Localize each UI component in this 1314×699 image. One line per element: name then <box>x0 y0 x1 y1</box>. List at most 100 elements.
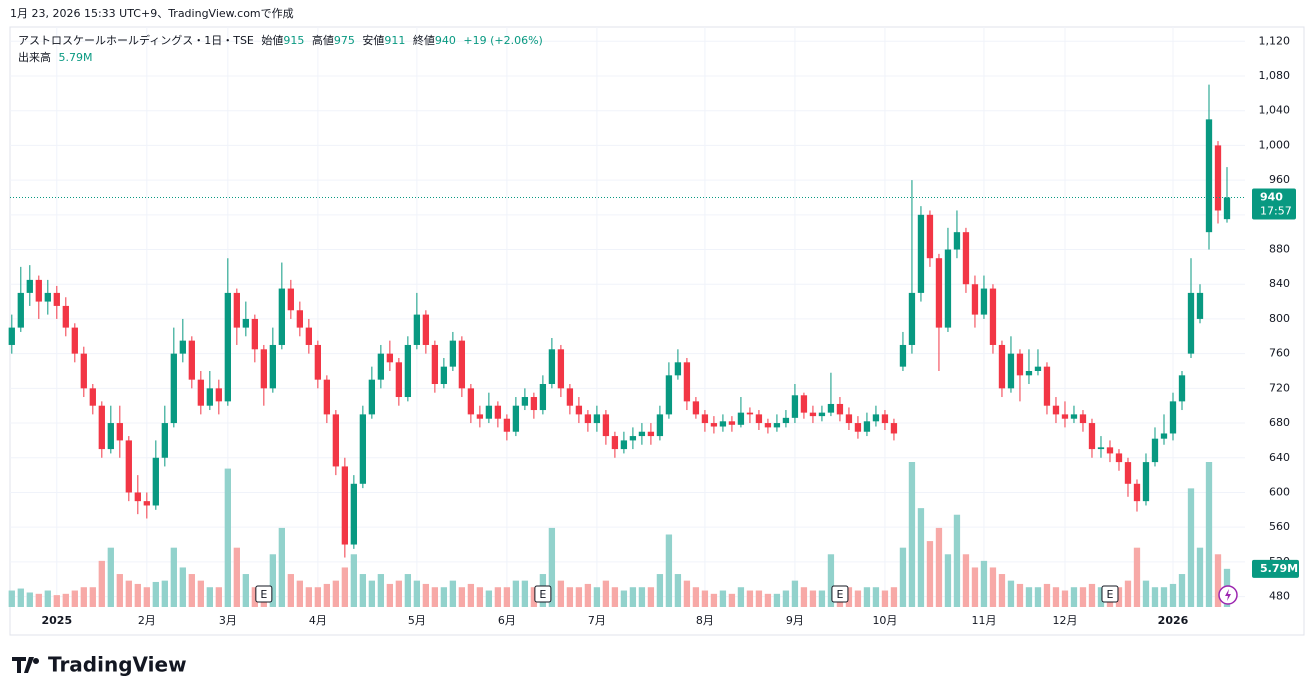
y-tick-label: 760 <box>1269 347 1290 360</box>
candle-body <box>233 292 240 328</box>
candle-body <box>1088 423 1096 450</box>
y-tick-label: 1,040 <box>1259 104 1291 117</box>
logo-mark <box>12 657 40 673</box>
candle-body <box>890 423 898 434</box>
candle-body <box>692 401 700 415</box>
candle-body <box>1133 483 1141 502</box>
volume-bar <box>647 587 655 607</box>
volume-bar <box>107 547 114 607</box>
candle-body <box>179 340 186 354</box>
volume-bar <box>710 593 718 607</box>
open-value: 915 <box>283 34 304 47</box>
candle-body <box>719 421 727 427</box>
candle-body <box>116 423 123 441</box>
volume-bar <box>602 580 610 607</box>
candle-body <box>134 492 141 502</box>
candle-body <box>305 327 312 345</box>
volume-bar <box>692 587 700 607</box>
candle-body <box>458 340 466 389</box>
candle-body <box>188 340 195 380</box>
candle-body <box>989 288 997 345</box>
volume-bar <box>80 587 87 607</box>
candle-body <box>143 501 150 506</box>
candle-body <box>1160 433 1168 439</box>
candle-body <box>251 318 258 350</box>
volume-bar <box>1097 587 1105 607</box>
replay-icon <box>1225 589 1231 601</box>
volume-bar <box>377 574 385 607</box>
volume-bar <box>242 574 249 607</box>
candle-body <box>1070 414 1078 419</box>
volume-bar <box>197 580 204 607</box>
candle-body <box>1007 353 1015 389</box>
volume-bar <box>746 590 754 607</box>
earnings-marker <box>831 585 849 603</box>
x-tick-label: 2月 <box>138 614 156 627</box>
candle-body <box>557 349 565 389</box>
candle-body <box>1223 197 1231 220</box>
volume-bar <box>683 580 691 607</box>
volume-bar <box>719 590 727 607</box>
volume-bar <box>818 590 826 607</box>
candle-body <box>8 327 15 345</box>
volume-bar <box>215 587 222 607</box>
volume-bar <box>629 587 637 607</box>
candle-body <box>611 436 619 450</box>
volume-bar <box>701 590 709 607</box>
x-tick-label: 2025 <box>41 614 72 627</box>
x-tick-label: 2026 <box>1158 614 1189 627</box>
volume-bar <box>44 590 51 607</box>
candle-body <box>737 412 745 425</box>
volume-bar <box>548 527 556 607</box>
candle-body <box>728 421 736 425</box>
x-tick-label: 11月 <box>971 614 996 627</box>
candle-body <box>854 423 862 432</box>
volume-bar <box>17 588 24 607</box>
earnings-label: E <box>539 588 546 601</box>
candle-body <box>944 249 952 328</box>
y-tick-label: 800 <box>1269 312 1290 325</box>
candle-body <box>314 344 322 380</box>
volume-bar <box>53 595 60 607</box>
volume-bar <box>1088 583 1096 607</box>
candle-body <box>593 414 601 424</box>
candle-body <box>71 327 78 354</box>
volume-bar <box>1016 583 1024 607</box>
candle-body <box>665 375 673 415</box>
volume-bar <box>1052 587 1060 607</box>
candle-body <box>278 288 285 345</box>
candle-body <box>17 292 24 328</box>
candle-body <box>368 379 376 415</box>
legend-line: アストロスケールホールディングス・1日・TSE 始値915 高値975 安値91… <box>18 33 543 47</box>
volume-bar <box>1079 587 1087 607</box>
volume-bar <box>1034 587 1042 607</box>
volume-bar <box>881 590 889 607</box>
volume-bar <box>1043 583 1051 607</box>
candle-body <box>953 232 961 250</box>
candle-body <box>566 388 574 406</box>
volume-bar <box>1187 488 1195 607</box>
earnings-label: E <box>836 588 843 601</box>
candle-body <box>1052 405 1060 415</box>
brand: TradingView <box>48 653 187 677</box>
candle-body <box>998 344 1006 389</box>
volume-bar <box>458 587 466 607</box>
volume-bar <box>422 583 430 607</box>
candle-body <box>773 423 781 428</box>
volume-bar <box>755 590 763 607</box>
candle-body <box>413 314 421 345</box>
candle-body <box>476 414 484 419</box>
volume-bar <box>1169 583 1177 607</box>
volume-bar <box>413 580 421 607</box>
candle-body <box>800 395 808 413</box>
candle-body <box>1214 145 1222 211</box>
candle-body <box>296 310 303 328</box>
candle-body <box>1025 370 1033 376</box>
volume-bar <box>206 587 213 607</box>
candle-body <box>899 344 907 367</box>
volume-bar <box>1214 554 1222 607</box>
volume-bar <box>863 587 871 607</box>
y-tick-label: 600 <box>1269 485 1290 498</box>
volume-bar <box>512 580 520 607</box>
